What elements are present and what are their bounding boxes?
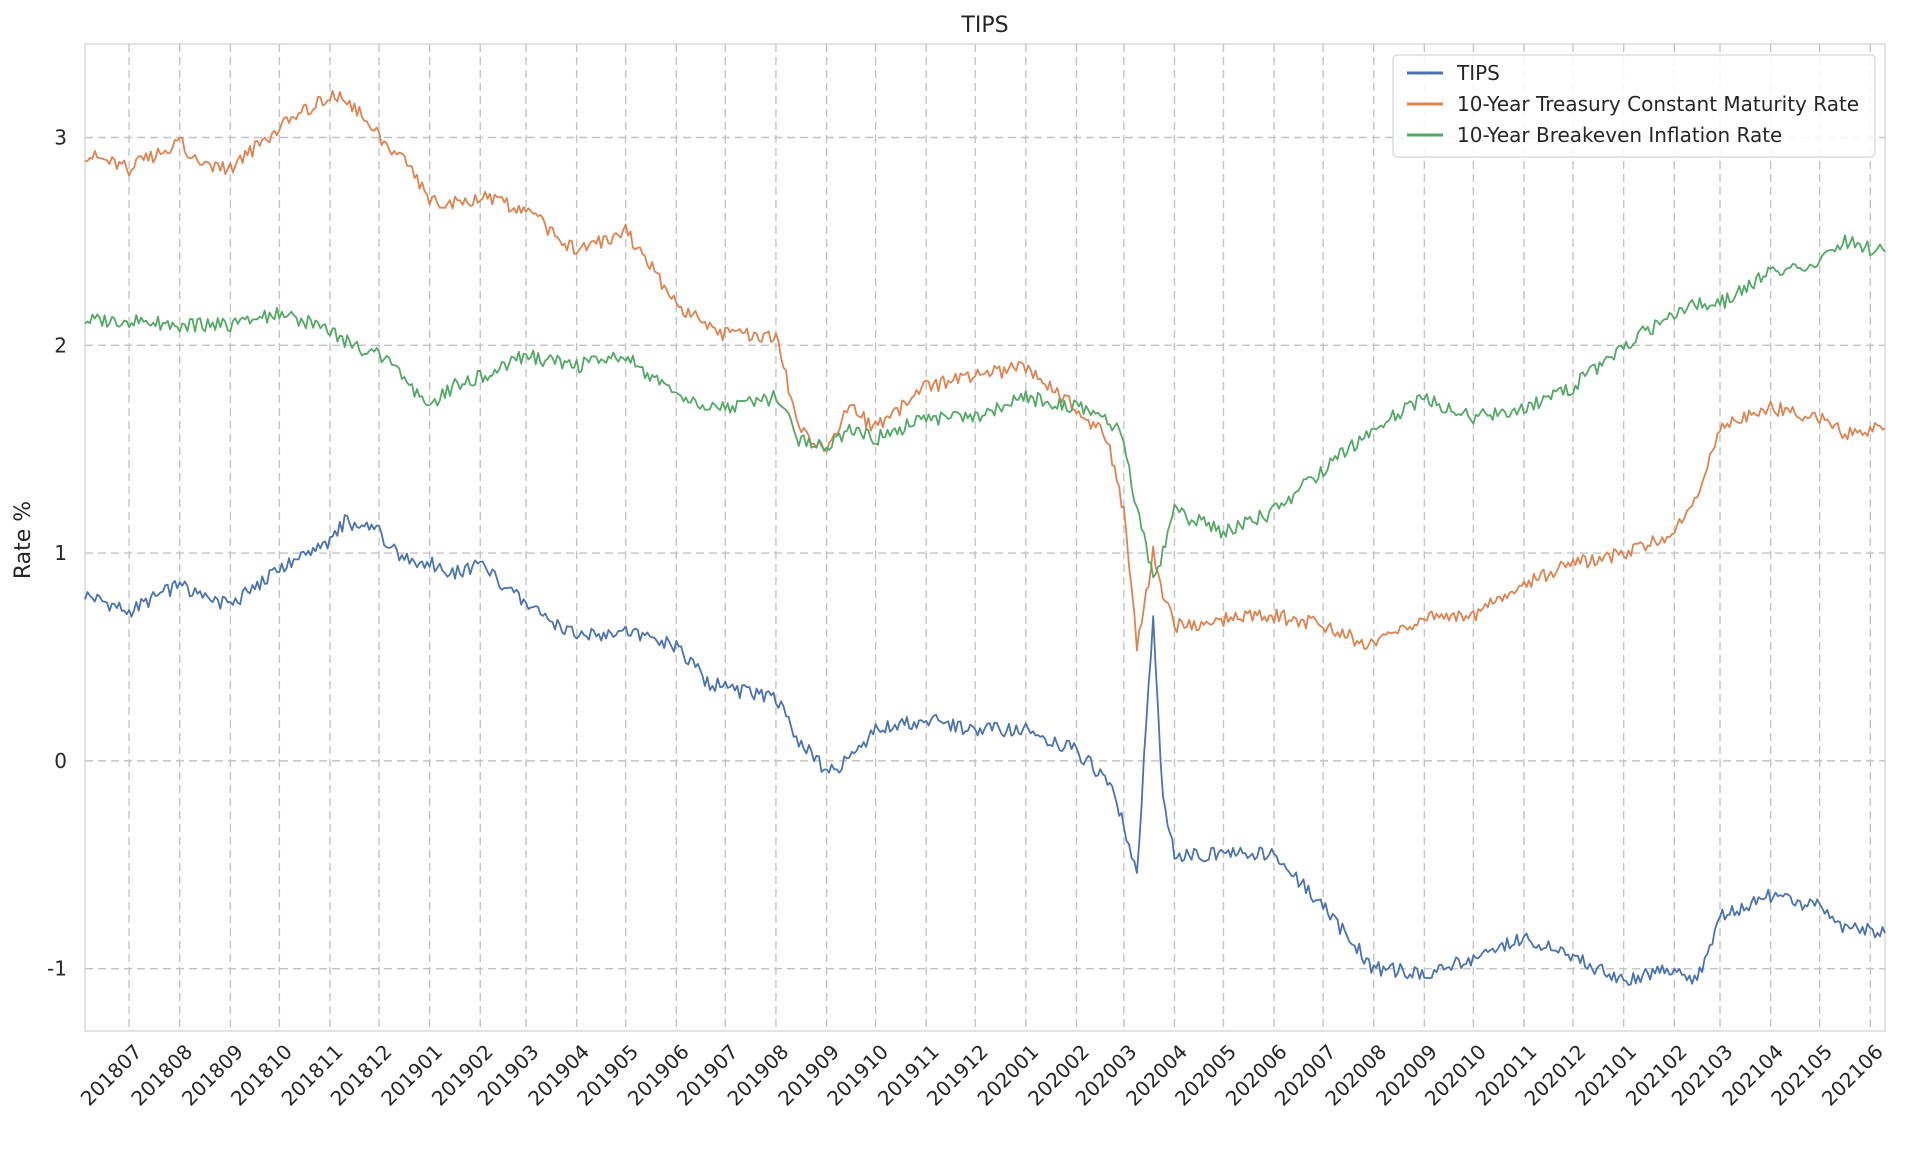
x-axis-ticks: 2018072018082018092018102018112018122019… (76, 1040, 1888, 1111)
y-tick-label: 0 (54, 749, 67, 773)
legend-entry: 10-Year Treasury Constant Maturity Rate (1457, 92, 1859, 116)
y-tick-label: 2 (54, 333, 67, 357)
y-tick-label: 1 (54, 541, 67, 565)
y-axis-ticks: -1 0 1 2 3 (47, 126, 67, 981)
series-line-3 (84, 234, 1886, 579)
chart-title: TIPS (960, 13, 1008, 38)
grid-lines (85, 44, 1885, 1031)
series-line-1 (84, 514, 1886, 986)
series-line-2 (84, 89, 1886, 652)
legend-entry: TIPS (1456, 61, 1500, 85)
legend-box (1392, 54, 1876, 158)
legend: TIPS 10-Year Treasury Constant Maturity R… (1392, 54, 1876, 158)
y-tick-label: -1 (47, 957, 67, 981)
y-tick-label: 3 (54, 126, 67, 150)
series-layer (84, 89, 1886, 986)
legend-entry: 10-Year Breakeven Inflation Rate (1457, 123, 1782, 147)
y-axis-label: Rate % (11, 501, 36, 579)
plot-frame (84, 43, 1886, 1032)
